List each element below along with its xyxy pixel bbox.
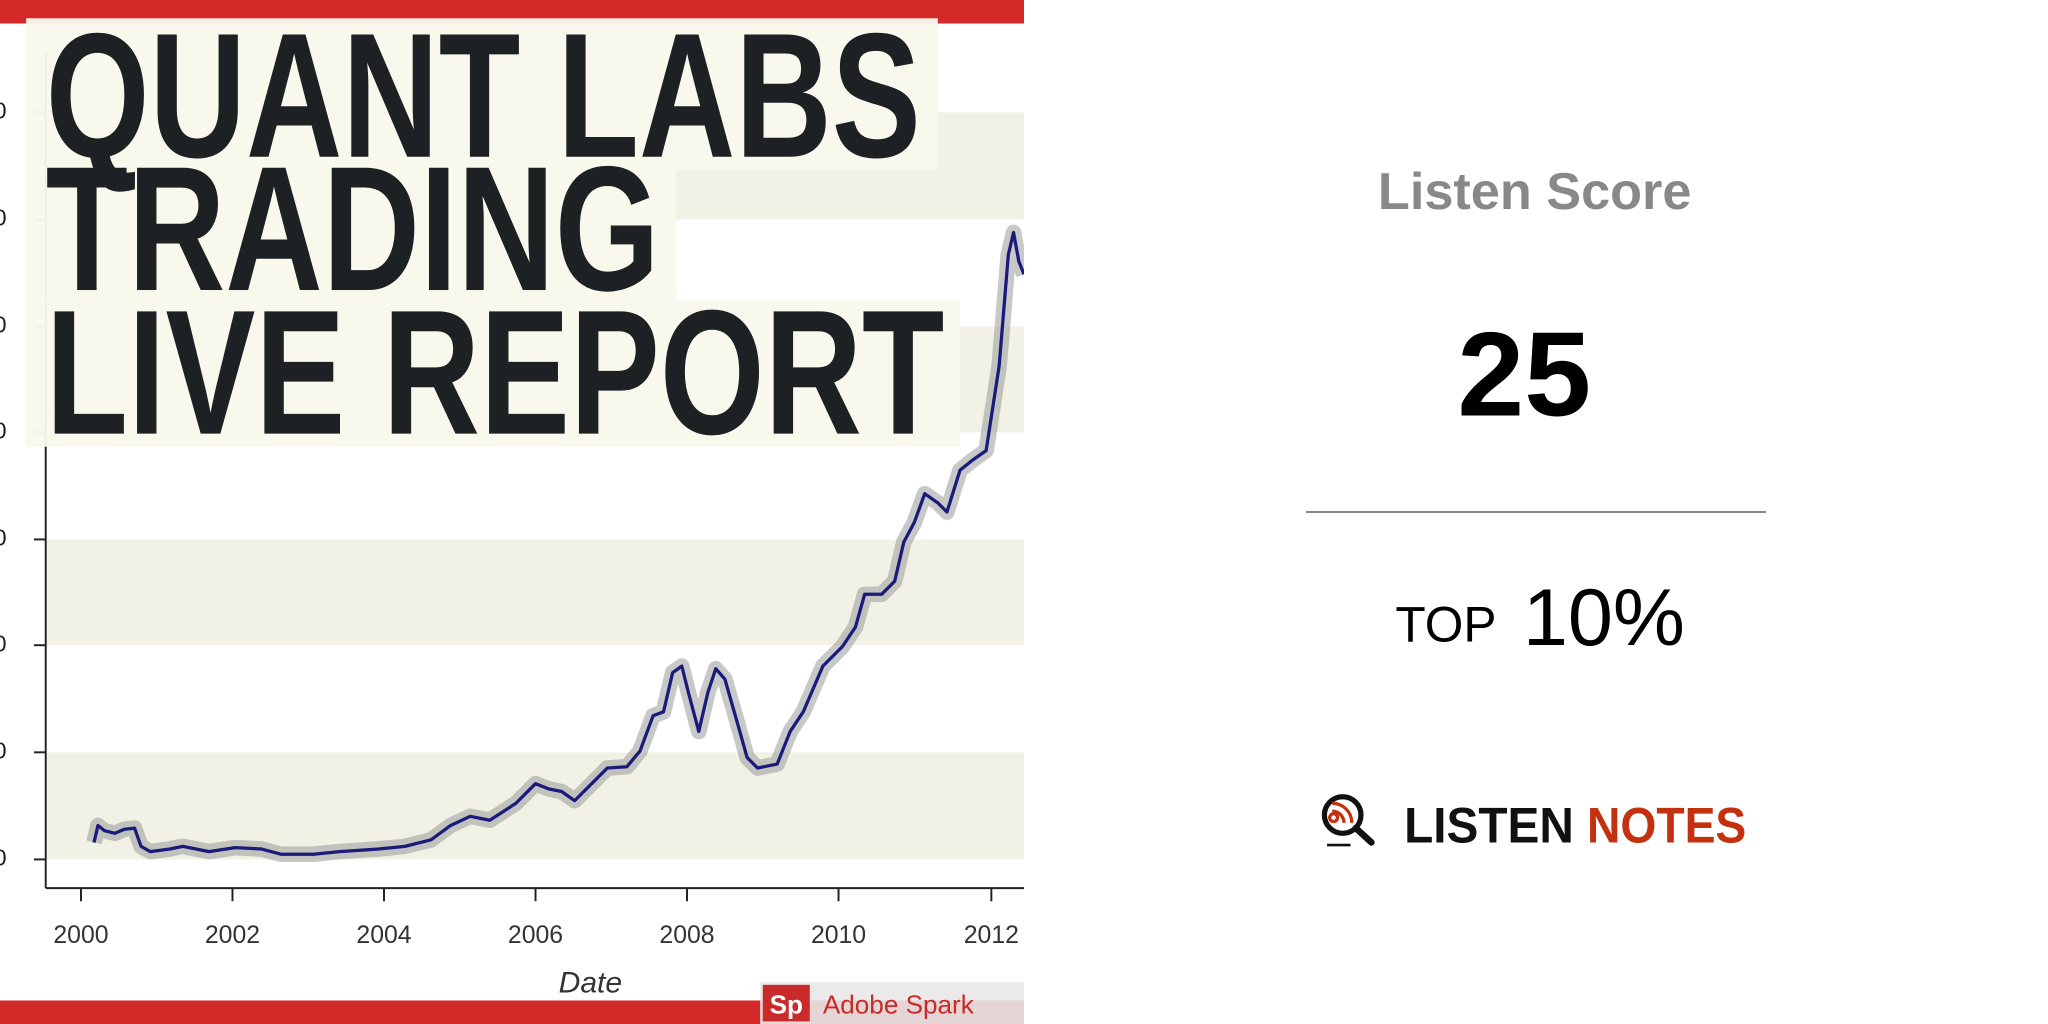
brand-right: NOTES — [1587, 797, 1746, 853]
adobe-spark-badge: Sp Adobe Spark — [760, 982, 1024, 1024]
x-label: 2004 — [356, 922, 411, 949]
title-backdrop — [26, 18, 961, 447]
y-labels: 0 0 0 0 0 0 0 0 — [0, 98, 7, 871]
price-line — [92, 230, 1024, 856]
y-label: 0 — [0, 845, 7, 871]
title-box — [26, 18, 938, 170]
x-label: 2008 — [659, 922, 714, 949]
score-panel: Listen Score 25 TOP 10% LISTEN NOTES — [1306, 163, 1766, 853]
x-label: 2010 — [811, 922, 866, 949]
band — [45, 752, 1024, 860]
title-box — [26, 167, 677, 304]
logo-lens — [1321, 794, 1364, 836]
x-label: 2000 — [53, 922, 108, 949]
y-label: 0 — [0, 98, 7, 124]
y-label: 0 — [0, 525, 7, 551]
y-label: 0 — [0, 418, 7, 444]
badge-logo-bg — [762, 984, 810, 1022]
brand-left: LISTEN — [1404, 797, 1574, 853]
y-label: 0 — [0, 205, 7, 231]
x-label: 2006 — [508, 922, 563, 949]
cover-art: 0 0 0 0 0 0 0 0 2000 2002 2004 2006 2008… — [0, 0, 1024, 1024]
score-value: 25 — [1457, 307, 1591, 441]
badge-logo: Sp — [770, 990, 803, 1020]
y-label: 0 — [0, 738, 7, 764]
title-line: QUANT LABS — [46, 0, 921, 195]
listen-notes-logo: LISTEN NOTES — [1321, 794, 1746, 853]
title-line: LIVE REPORT — [46, 273, 945, 472]
x-axis-title: Date — [559, 967, 622, 1000]
title-box — [26, 300, 961, 447]
top-stripe — [0, 0, 1024, 24]
x-label: 2012 — [964, 922, 1019, 949]
y-label: 0 — [0, 630, 7, 656]
cover-title: QUANT LABS TRADING LIVE REPORT — [46, 0, 945, 472]
rank-prefix: TOP — [1395, 596, 1496, 652]
title-line: TRADING — [46, 129, 660, 328]
x-label: 2002 — [205, 922, 260, 949]
logo-handle — [1352, 824, 1375, 846]
badge-text: Adobe Spark — [823, 990, 975, 1020]
rank-value: 10% — [1523, 573, 1685, 663]
score-heading: Listen Score — [1378, 163, 1692, 221]
x-labels: 2000 2002 2004 2006 2008 2010 2012 — [53, 922, 1019, 949]
y-label: 0 — [0, 312, 7, 338]
logo-signal — [1328, 801, 1354, 824]
